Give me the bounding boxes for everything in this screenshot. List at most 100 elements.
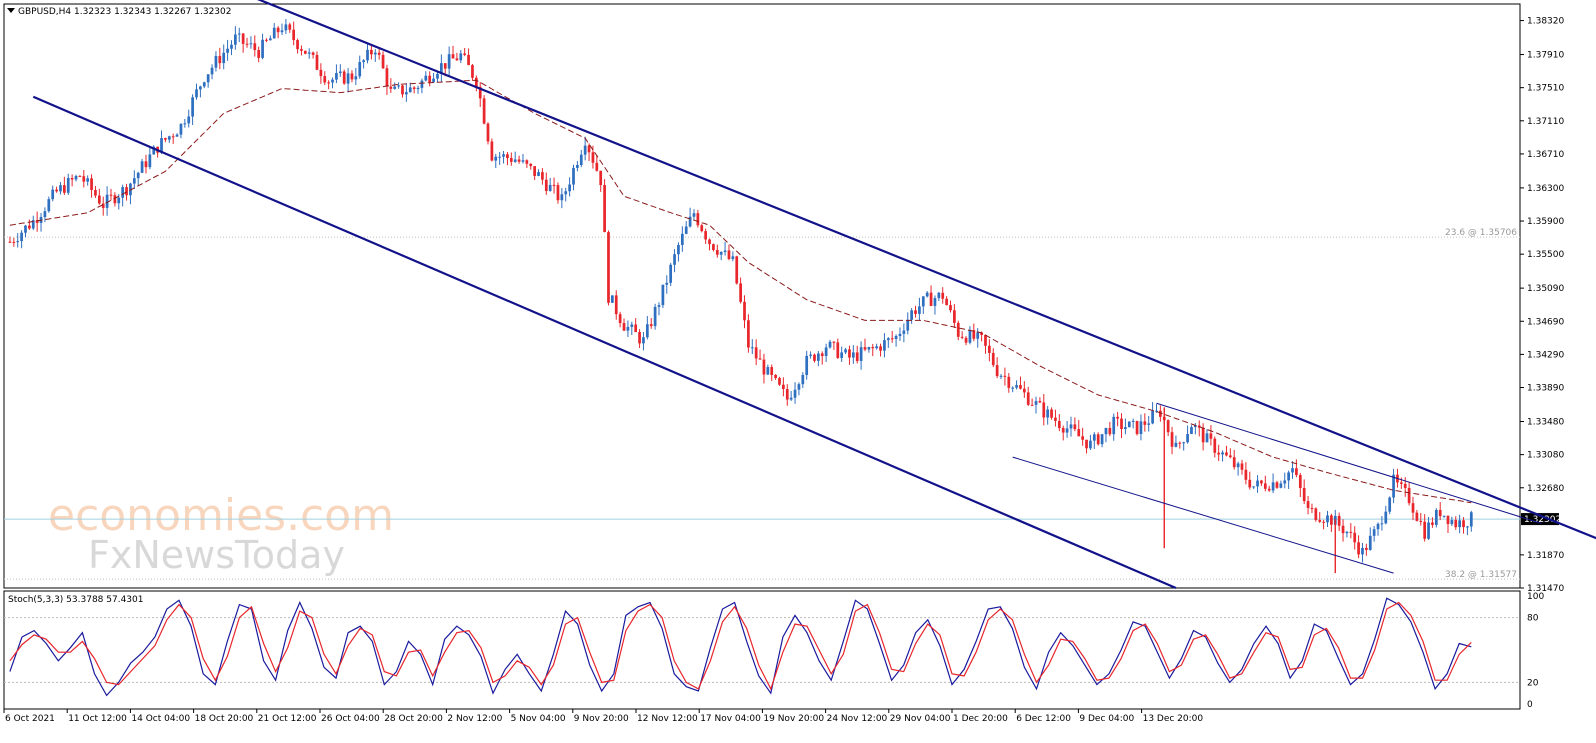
dropdown-triangle-icon[interactable] (7, 8, 15, 13)
candle-body (680, 233, 684, 245)
price-axis: 1.38320 1.37910 1.37510 1.37110 1.36710 1.363… (1520, 17, 1564, 594)
candle-body (296, 40, 299, 50)
candle-body (611, 295, 614, 303)
candle-body (459, 53, 463, 61)
candle-body (785, 389, 789, 400)
stoch-signal-line (9, 601, 1472, 691)
candle-body (1271, 482, 1275, 491)
candle-body (813, 354, 816, 361)
moving-average (9, 79, 1472, 504)
candle-body (945, 298, 948, 306)
time-tick-label-6: 28 Oct 20:00 (384, 714, 443, 724)
candle-body (778, 377, 781, 385)
candle-body (272, 27, 276, 39)
time-tick-label-18: 13 Dec 20:00 (1143, 714, 1204, 724)
price-tick-label-13: 1.33080 (1527, 451, 1564, 461)
candle-body (490, 141, 494, 161)
candle-body (696, 213, 700, 226)
candle-body (292, 29, 296, 41)
candle-body (467, 54, 470, 66)
price-tick-label-0: 1.38320 (1527, 17, 1564, 27)
candle-body (840, 352, 844, 358)
candle-body (420, 80, 424, 88)
candle-body (1228, 455, 1232, 458)
candle-body (1030, 404, 1034, 406)
candle-body (1116, 416, 1119, 419)
candle-body (245, 43, 249, 45)
candle-body (97, 195, 101, 204)
stoch-tick-label-3: 0 (1527, 700, 1533, 710)
candle-body (766, 367, 770, 375)
candle-body (723, 250, 727, 252)
current-price-line: 1.32302 (4, 513, 1561, 526)
candle-body (401, 85, 404, 95)
candle-body (447, 54, 451, 69)
candle-body (24, 225, 27, 233)
candle-body (1151, 410, 1154, 424)
candle-body (377, 52, 381, 55)
candle-body (964, 337, 968, 343)
candle-body (206, 74, 210, 83)
candle-body (1388, 497, 1392, 512)
time-tick-label-8: 5 Nov 04:00 (511, 714, 566, 724)
candle-body (859, 347, 863, 361)
candle-body (1345, 531, 1349, 534)
candle-body (335, 73, 338, 80)
candle-body (315, 54, 319, 70)
candle-body (1438, 509, 1442, 517)
candle-body (218, 56, 222, 64)
candle-body (902, 330, 906, 334)
candle-body (1236, 463, 1240, 468)
candle-body (747, 320, 750, 348)
candle-body (890, 338, 894, 340)
candle-body (443, 63, 447, 69)
candle-body (101, 203, 105, 208)
candle-body (886, 338, 890, 341)
candle-body (1454, 520, 1458, 528)
time-tick-label-14: 29 Nov 04:00 (890, 714, 951, 724)
price-tick-label-6: 1.35900 (1527, 217, 1564, 227)
candle-body (408, 87, 412, 93)
candle-body (1069, 424, 1073, 429)
candle-body (1384, 511, 1388, 524)
candle-body (86, 178, 90, 182)
candle-body (109, 194, 113, 196)
candle-body (754, 347, 758, 359)
candle-body (548, 184, 552, 191)
candle-body (1446, 515, 1450, 525)
time-tick-label-15: 1 Dec 20:00 (953, 714, 1008, 724)
candle-body (350, 73, 354, 80)
candle-body (984, 334, 987, 346)
candle-body (1057, 420, 1061, 428)
candle-body (649, 324, 653, 327)
candle-body (1193, 425, 1197, 428)
candle-body (385, 68, 389, 87)
price-tick-label-1: 1.37910 (1527, 51, 1564, 61)
candle-body (28, 225, 31, 229)
candle-body (1341, 525, 1345, 534)
candle-body (906, 319, 910, 331)
candle-body (743, 301, 746, 321)
fib-label-0: 23.6 @ 1.35706 (1445, 228, 1517, 238)
candle-body (70, 178, 74, 180)
candle-body (494, 156, 498, 161)
candle-body (47, 199, 51, 212)
candle-body (956, 322, 960, 337)
candle-body (1104, 427, 1108, 435)
candle-body (677, 244, 680, 255)
candle-body (1306, 501, 1310, 508)
candle-body (801, 374, 805, 385)
price-tick-label-16: 1.31470 (1527, 584, 1564, 594)
candle-body (673, 254, 676, 265)
candle-body (1081, 436, 1085, 440)
candle-body (533, 166, 536, 176)
candle-body (1077, 429, 1081, 437)
candle-body (1466, 526, 1469, 528)
candle-body (1411, 503, 1415, 513)
candle-body (1100, 434, 1104, 445)
time-tick-label-5: 26 Oct 04:00 (321, 714, 380, 724)
candle-body (645, 324, 649, 338)
candle-body (1263, 483, 1267, 489)
time-tick-label-9: 9 Nov 20:00 (574, 714, 629, 724)
candle-body (1096, 434, 1100, 445)
